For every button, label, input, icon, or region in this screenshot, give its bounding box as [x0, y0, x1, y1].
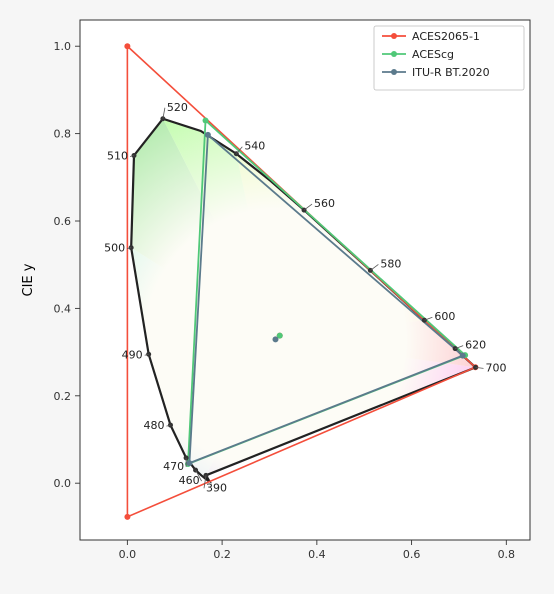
spectral-label-700: 700 [486, 361, 507, 374]
spectral-label-540: 540 [244, 140, 265, 153]
x-tick-label: 0.0 [119, 548, 137, 561]
legend-item-label: ITU-R BT.2020 [412, 66, 490, 79]
spectral-label-600: 600 [434, 310, 455, 323]
spectral-label-500: 500 [104, 242, 125, 255]
spectral-label-460: 460 [179, 474, 200, 487]
chromaticity-diagram: 390 460470 480 490 500 510 520 540 560 580 600 6207… [0, 0, 554, 594]
y-tick-label: 0.4 [54, 302, 72, 315]
spectral-label-620: 620 [465, 339, 486, 352]
spectral-label-580: 580 [380, 257, 401, 270]
x-tick-label: 0.6 [403, 548, 421, 561]
spectral-label-520: 520 [167, 101, 188, 114]
x-tick-label: 0.2 [213, 548, 231, 561]
y-tick-label: 0.6 [54, 215, 72, 228]
legend-item-label: ACES2065-1 [412, 30, 480, 43]
spectral-label-480: 480 [143, 419, 164, 432]
y-tick-label: 0.0 [54, 477, 72, 490]
y-axis-label: CIE y [21, 263, 36, 296]
spectral-label-390: 390 [206, 481, 227, 494]
legend: ACES2065-1 ACEScg ITU-R BT.2020 [374, 26, 524, 90]
x-tick-label: 0.8 [498, 548, 516, 561]
spectral-label-510: 510 [107, 149, 128, 162]
legend-item-label: ACEScg [412, 48, 454, 61]
y-tick-label: 0.8 [54, 128, 72, 141]
spectral-label-490: 490 [122, 348, 143, 361]
y-tick-label: 0.2 [54, 390, 72, 403]
y-tick-label: 1.0 [54, 40, 72, 53]
spectral-label-560: 560 [314, 197, 335, 210]
spectral-label-470: 470 [163, 460, 184, 473]
x-tick-label: 0.4 [308, 548, 326, 561]
